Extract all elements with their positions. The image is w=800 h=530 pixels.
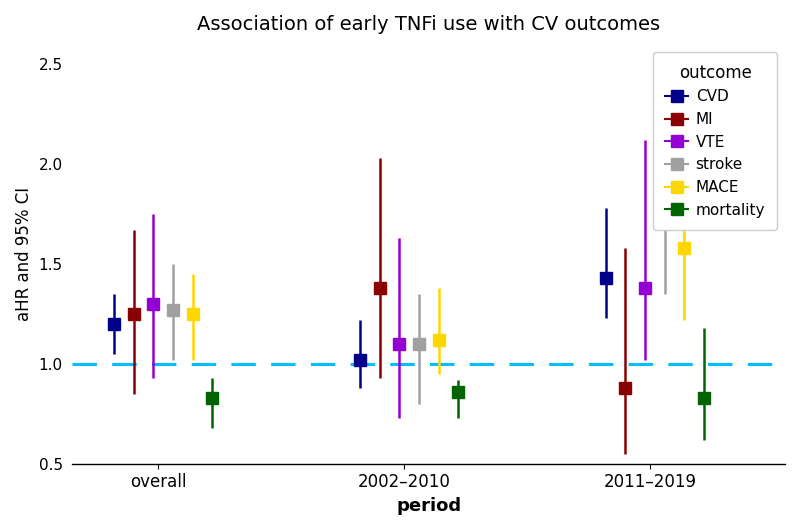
- Y-axis label: aHR and 95% CI: aHR and 95% CI: [15, 187, 33, 321]
- X-axis label: period: period: [396, 497, 462, 515]
- Legend: CVD, MI, VTE, stroke, MACE, mortality: CVD, MI, VTE, stroke, MACE, mortality: [653, 51, 778, 230]
- Title: Association of early TNFi use with CV outcomes: Association of early TNFi use with CV ou…: [197, 15, 660, 34]
